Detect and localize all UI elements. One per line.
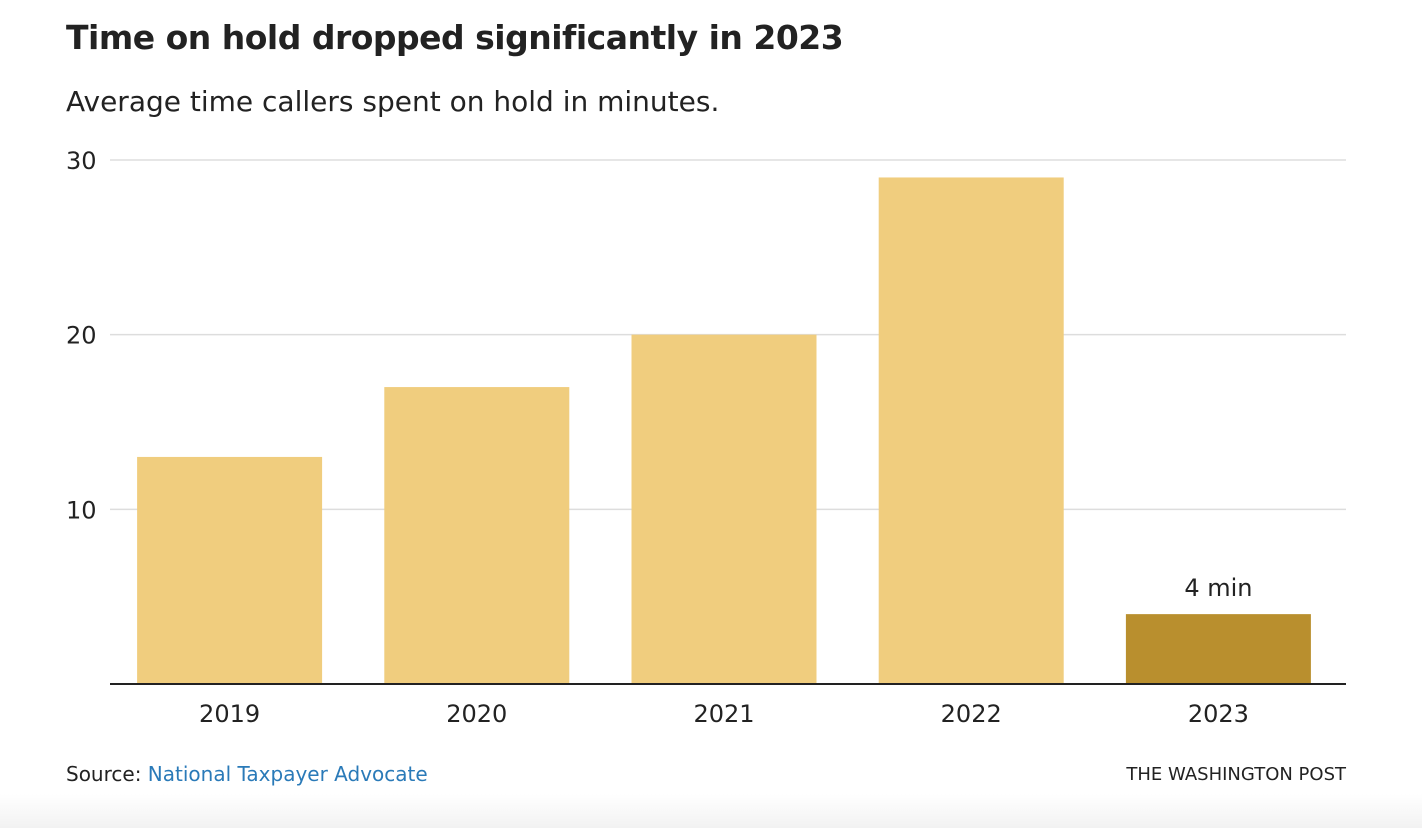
x-tick-label-2021: 2021 xyxy=(693,700,754,728)
bar-2022 xyxy=(878,177,1064,684)
chart-subtitle: Average time callers spent on hold in mi… xyxy=(66,85,720,118)
bars xyxy=(137,177,1311,684)
source-line: Source: National Taxpayer Advocate xyxy=(66,762,428,786)
bar-2021 xyxy=(631,334,817,684)
x-tick-label-2019: 2019 xyxy=(199,700,260,728)
data-label-2023: 4 min xyxy=(1184,574,1252,602)
labels: 10 20 30 2019 2020 2021 2022 2023 4 min xyxy=(66,147,1252,728)
x-tick-label-2020: 2020 xyxy=(446,700,507,728)
x-tick-label-2023: 2023 xyxy=(1188,700,1249,728)
bar-2020 xyxy=(384,387,570,684)
y-tick-label-10: 10 xyxy=(66,496,97,524)
y-tick-label-20: 20 xyxy=(66,322,97,350)
chart-title: Time on hold dropped significantly in 20… xyxy=(66,18,844,57)
source-link[interactable]: National Taxpayer Advocate xyxy=(147,762,428,786)
bar-2019 xyxy=(137,456,323,684)
y-tick-label-30: 30 xyxy=(66,147,97,175)
bar-2023 xyxy=(1125,614,1311,684)
footer-fade xyxy=(0,794,1422,828)
x-tick-label-2022: 2022 xyxy=(941,700,1002,728)
source-prefix: Source: xyxy=(66,762,148,786)
publisher-credit: THE WASHINGTON POST xyxy=(1126,764,1346,785)
